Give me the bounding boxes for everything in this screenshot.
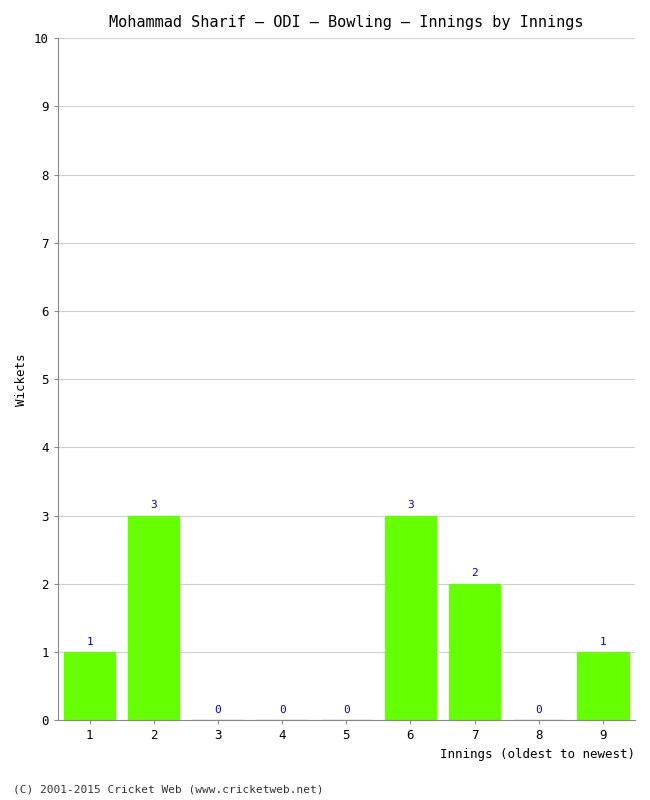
Title: Mohammad Sharif – ODI – Bowling – Innings by Innings: Mohammad Sharif – ODI – Bowling – Inning… xyxy=(109,15,584,30)
Text: 0: 0 xyxy=(343,705,350,715)
Text: 0: 0 xyxy=(279,705,285,715)
Text: 1: 1 xyxy=(599,637,606,646)
Bar xyxy=(64,652,115,721)
X-axis label: Innings (oldest to newest): Innings (oldest to newest) xyxy=(440,748,635,761)
Text: 2: 2 xyxy=(471,569,478,578)
Y-axis label: Wickets: Wickets xyxy=(15,353,28,406)
Bar xyxy=(385,516,436,721)
Text: 0: 0 xyxy=(214,705,222,715)
Text: 1: 1 xyxy=(86,637,93,646)
Text: 3: 3 xyxy=(407,500,414,510)
Text: 0: 0 xyxy=(536,705,542,715)
Bar xyxy=(128,516,179,721)
Bar xyxy=(577,652,629,721)
Text: (C) 2001-2015 Cricket Web (www.cricketweb.net): (C) 2001-2015 Cricket Web (www.cricketwe… xyxy=(13,784,324,794)
Text: 3: 3 xyxy=(150,500,157,510)
Bar xyxy=(449,584,500,721)
